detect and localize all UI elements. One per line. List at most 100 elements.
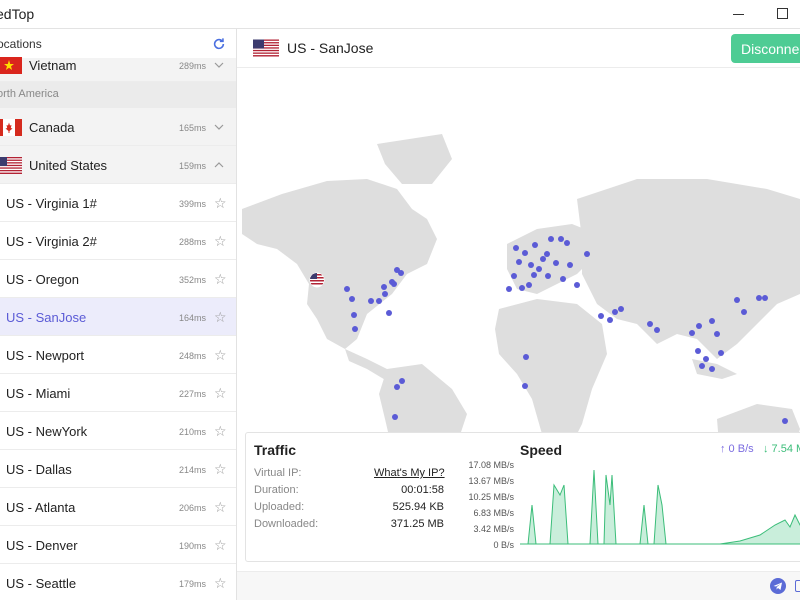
minimize-button[interactable] — [733, 14, 744, 15]
star-icon[interactable]: ☆ — [214, 537, 227, 553]
server-location-dot[interactable] — [558, 236, 564, 242]
star-icon[interactable]: ☆ — [214, 499, 227, 515]
server-location-dot[interactable] — [381, 284, 387, 290]
ping-value: 214ms — [179, 465, 207, 475]
server-location-dot[interactable] — [519, 285, 525, 291]
country-row-united-states[interactable]: United States 159ms — [0, 146, 236, 184]
server-location-dot[interactable] — [612, 309, 618, 315]
server-location-dot[interactable] — [734, 297, 740, 303]
server-location-dot[interactable] — [528, 262, 534, 268]
server-location-dot[interactable] — [703, 356, 709, 362]
server-location-dot[interactable] — [344, 286, 350, 292]
speed-title: Speed — [520, 442, 563, 458]
server-location-dot[interactable] — [368, 298, 374, 304]
country-row-vietnam[interactable]: Vietnam 289ms — [0, 57, 236, 82]
star-icon[interactable]: ☆ — [214, 309, 227, 325]
server-row[interactable]: US - Atlanta 206ms ☆ — [0, 488, 236, 526]
telegram-icon[interactable] — [770, 578, 786, 594]
server-location-dot[interactable] — [564, 240, 570, 246]
server-row[interactable]: US - Oregon 352ms ☆ — [0, 260, 236, 298]
server-location-dot[interactable] — [389, 279, 395, 285]
server-location-dot[interactable] — [598, 313, 604, 319]
server-location-dot[interactable] — [607, 317, 613, 323]
server-location-dot[interactable] — [574, 282, 580, 288]
server-location-dot[interactable] — [654, 327, 660, 333]
star-icon[interactable]: ☆ — [214, 195, 227, 211]
server-location-dot[interactable] — [689, 330, 695, 336]
server-location-dot[interactable] — [647, 321, 653, 327]
server-row[interactable]: US - Denver 190ms ☆ — [0, 526, 236, 564]
chevron-down-icon[interactable] — [214, 60, 224, 70]
server-location-dot[interactable] — [386, 310, 392, 316]
server-row[interactable]: US - NewYork 210ms ☆ — [0, 412, 236, 450]
star-icon[interactable]: ☆ — [214, 271, 227, 287]
star-icon[interactable]: ☆ — [214, 233, 227, 249]
server-row[interactable]: US - Seattle 179ms ☆ — [0, 564, 236, 600]
server-location-dot[interactable] — [560, 276, 566, 282]
refresh-icon[interactable] — [212, 37, 226, 51]
server-location-dot[interactable] — [567, 262, 573, 268]
server-location-dot[interactable] — [394, 384, 400, 390]
chevron-up-icon[interactable] — [214, 160, 224, 170]
downloaded-value: 371.25 MB — [390, 518, 444, 530]
server-location-dot[interactable] — [511, 273, 517, 279]
server-location-dot[interactable] — [526, 282, 532, 288]
server-location-dot[interactable] — [553, 260, 559, 266]
server-location-dot[interactable] — [522, 383, 528, 389]
star-icon[interactable]: ☆ — [214, 347, 227, 363]
server-location-dot[interactable] — [376, 298, 382, 304]
star-icon[interactable]: ☆ — [214, 461, 227, 477]
server-location-dot[interactable] — [618, 306, 624, 312]
server-location-dot[interactable] — [516, 259, 522, 265]
server-location-dot[interactable] — [398, 270, 404, 276]
traffic-title: Traffic — [254, 442, 297, 458]
downloaded-label: Downloaded: — [254, 518, 319, 530]
country-row-canada[interactable]: Canada 165ms — [0, 108, 236, 146]
server-location-dot[interactable] — [536, 266, 542, 272]
disconnect-button[interactable]: Disconnec — [731, 34, 800, 63]
whats-my-ip-link[interactable]: What's My IP? — [374, 467, 445, 479]
window-icon[interactable] — [795, 580, 800, 592]
chevron-down-icon[interactable] — [214, 122, 224, 132]
selected-location-marker[interactable] — [308, 271, 326, 289]
server-row[interactable]: US - SanJose 164ms ☆ — [0, 298, 236, 336]
server-location-dot[interactable] — [349, 296, 355, 302]
server-location-dot[interactable] — [709, 366, 715, 372]
server-location-dot[interactable] — [531, 272, 537, 278]
server-location-dot[interactable] — [382, 291, 388, 297]
server-row[interactable]: US - Virginia 1# 399ms ☆ — [0, 184, 236, 222]
server-location-dot[interactable] — [782, 418, 788, 424]
server-location-dot[interactable] — [696, 323, 702, 329]
server-location-dot[interactable] — [699, 363, 705, 369]
server-location-dot[interactable] — [709, 318, 715, 324]
server-location-dot[interactable] — [351, 312, 357, 318]
server-row[interactable]: US - Miami 227ms ☆ — [0, 374, 236, 412]
server-location-dot[interactable] — [513, 245, 519, 251]
server-row[interactable]: US - Newport 248ms ☆ — [0, 336, 236, 374]
server-location-dot[interactable] — [741, 309, 747, 315]
server-location-dot[interactable] — [532, 242, 538, 248]
server-row[interactable]: US - Dallas 214ms ☆ — [0, 450, 236, 488]
server-location-dot[interactable] — [506, 286, 512, 292]
star-icon[interactable]: ☆ — [214, 423, 227, 439]
server-row[interactable]: US - Virginia 2# 288ms ☆ — [0, 222, 236, 260]
server-location-dot[interactable] — [718, 350, 724, 356]
server-location-dot[interactable] — [522, 250, 528, 256]
server-location-dot[interactable] — [544, 251, 550, 257]
server-location-dot[interactable] — [392, 414, 398, 420]
server-location-dot[interactable] — [540, 256, 546, 262]
server-location-dot[interactable] — [714, 331, 720, 337]
star-icon[interactable]: ☆ — [214, 385, 227, 401]
server-location-dot[interactable] — [584, 251, 590, 257]
maximize-button[interactable] — [777, 8, 788, 19]
world-map[interactable] — [237, 69, 800, 539]
server-location-dot[interactable] — [756, 295, 762, 301]
star-icon[interactable]: ☆ — [214, 575, 227, 591]
server-location-dot[interactable] — [695, 348, 701, 354]
server-location-dot[interactable] — [762, 295, 768, 301]
server-location-dot[interactable] — [352, 326, 358, 332]
server-location-dot[interactable] — [523, 354, 529, 360]
server-location-dot[interactable] — [399, 378, 405, 384]
server-location-dot[interactable] — [545, 273, 551, 279]
server-location-dot[interactable] — [548, 236, 554, 242]
